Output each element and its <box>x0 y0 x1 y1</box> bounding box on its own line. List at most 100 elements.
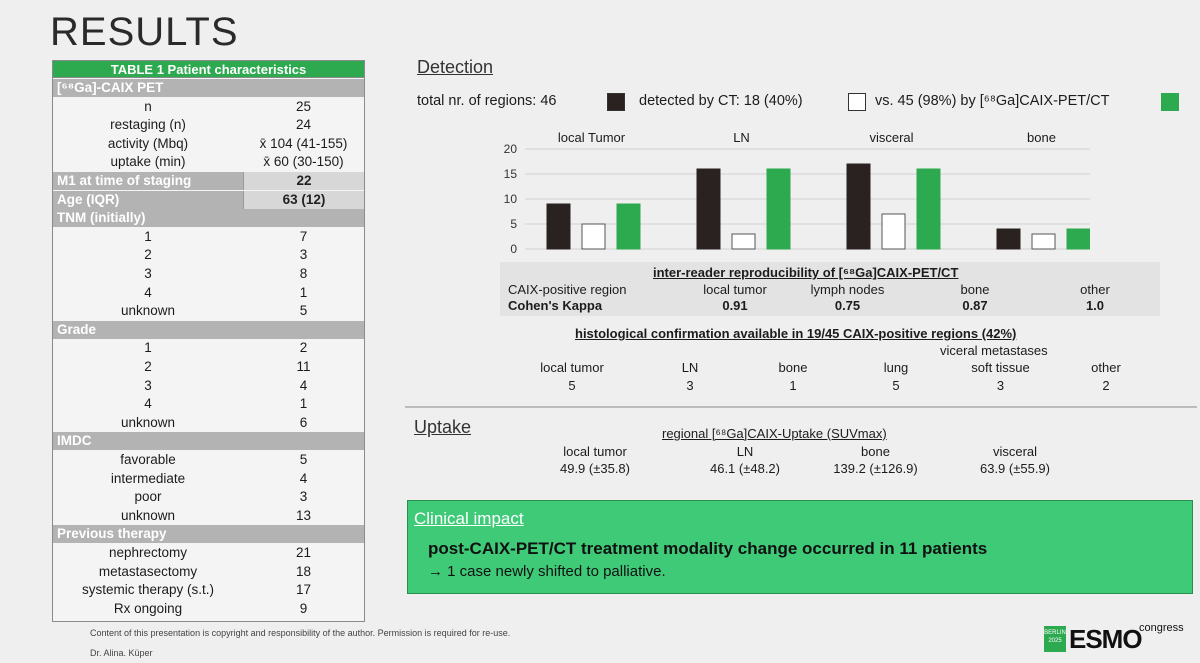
row-label: restaging (n) <box>110 117 186 133</box>
bar-ct <box>1031 233 1056 250</box>
row-value: x̄ 60 (30-150) <box>263 154 344 170</box>
category-label: bone <box>1027 130 1056 145</box>
legend-pet-swatch <box>1161 93 1179 111</box>
row-value: 18 <box>295 563 312 579</box>
copyright-notice: Content of this presentation is copyrigh… <box>90 628 511 638</box>
table-section-row: Age (IQR) 63 (12) <box>53 190 364 209</box>
table-section-row: IMDC <box>53 432 364 451</box>
impact-main-text: post-CAIX-PET/CT treatment modality chan… <box>428 539 988 558</box>
row-value: 11 <box>296 359 311 374</box>
row-label: IMDC <box>57 433 92 449</box>
table-row: uptake (min) x̄ 60 (30-150) <box>53 153 364 171</box>
bar-total <box>846 163 871 250</box>
row-label: Age (IQR) <box>57 191 120 207</box>
esmo-logo: BERLIN 2025 ESMO congress <box>1044 618 1194 658</box>
uptake-label: local tumor <box>563 444 627 459</box>
row-value: 5 <box>299 452 308 467</box>
legend-total-swatch <box>607 93 625 111</box>
row-label: uptake (min) <box>110 154 186 170</box>
row-label: 4 <box>144 284 152 300</box>
row-label: activity (Mbq) <box>107 135 189 151</box>
histology-group-label: viceral metastases <box>940 343 1048 358</box>
row-value: 6 <box>299 414 308 430</box>
detection-heading: Detection <box>417 57 494 77</box>
table-row: 2 11 <box>53 358 364 376</box>
bar-total <box>546 203 571 250</box>
repro-region: bone <box>960 282 990 297</box>
row-label: 3 <box>144 377 152 393</box>
row-value: x̄ 104 (41-155) <box>259 135 348 151</box>
table-header: TABLE 1 Patient characteristics <box>53 61 364 78</box>
page-title: RESULTS <box>50 10 239 54</box>
row-value: 63 (12) <box>243 190 364 209</box>
row-label: 1 <box>144 340 152 356</box>
histology-value: 3 <box>686 378 694 393</box>
bar-total <box>996 228 1021 250</box>
table-row: unknown 6 <box>53 414 364 432</box>
row-label: intermediate <box>110 470 186 486</box>
table-row: restaging (n) 24 <box>53 116 364 134</box>
row-label: unknown <box>120 303 176 319</box>
row-label: 1 <box>144 228 152 244</box>
histology-label: local tumor <box>540 360 604 375</box>
row-value: 3 <box>299 489 308 505</box>
reproducibility-row1-label: CAIX-positive region <box>508 282 627 297</box>
row-label: nephrectomy <box>108 545 188 560</box>
table-row: systemic therapy (s.t.) 17 <box>53 581 364 599</box>
row-value: 5 <box>299 303 308 319</box>
clinical-impact-box: Clinical impact post-CAIX-PET/CT treatme… <box>407 500 1193 594</box>
histology-value: 5 <box>568 378 576 393</box>
bar-pet <box>616 203 641 250</box>
histology-value: 2 <box>1102 378 1110 393</box>
histology-label: lung <box>883 360 909 375</box>
section-divider <box>405 406 1197 408</box>
row-value: 25 <box>295 98 312 114</box>
bar-pet <box>766 168 791 250</box>
table-section-row: Grade <box>53 320 364 339</box>
row-label: 3 <box>144 266 152 281</box>
y-tick-label: 20 <box>504 142 518 156</box>
table-row: activity (Mbq) x̄ 104 (41-155) <box>53 135 364 153</box>
row-value: 22 <box>243 172 364 190</box>
row-label: Previous therapy <box>57 526 167 542</box>
table-section-row: [⁶⁸Ga]-CAIX PET <box>53 79 364 97</box>
uptake-title: regional [⁶⁸Ga]CAIX-Uptake (SUVmax) <box>662 426 887 441</box>
category-label: local Tumor <box>558 130 626 145</box>
legend-ct-label: detected by CT: 18 (40%) <box>639 93 803 109</box>
row-value: 2 <box>299 340 308 356</box>
uptake-value: 46.1 (±48.2) <box>709 461 780 476</box>
row-label: TNM (initially) <box>57 210 146 226</box>
histology-label: LN <box>681 360 699 375</box>
logo-suffix: congress <box>1139 622 1184 634</box>
row-value: 9 <box>299 600 308 616</box>
table-row: unknown 5 <box>53 302 364 320</box>
table-row: n 25 <box>53 98 364 116</box>
table-section-row: M1 at time of staging 22 <box>53 172 364 190</box>
repro-region: local tumor <box>703 282 767 297</box>
row-label: unknown <box>120 507 176 523</box>
bar-pet <box>916 168 941 250</box>
row-label: n <box>144 98 152 114</box>
legend-ct-swatch <box>848 93 866 111</box>
row-label: metastasectomy <box>98 563 198 579</box>
row-value: 1 <box>299 396 308 412</box>
bar-ct <box>581 223 606 250</box>
row-value: 21 <box>295 545 312 560</box>
reproducibility-title: inter-reader reproducibility of [⁶⁸Ga]CA… <box>653 265 959 280</box>
row-label: 2 <box>144 359 152 374</box>
row-label: Rx ongoing <box>113 600 183 616</box>
y-tick-label: 15 <box>504 167 518 181</box>
row-label: systemic therapy (s.t.) <box>81 582 215 598</box>
impact-sub-text: → 1 case newly shifted to palliative. <box>428 563 666 580</box>
category-label: visceral <box>869 130 913 145</box>
row-label: 4 <box>144 396 152 412</box>
row-value: 17 <box>295 582 312 598</box>
table-row: intermediate 4 <box>53 470 364 488</box>
